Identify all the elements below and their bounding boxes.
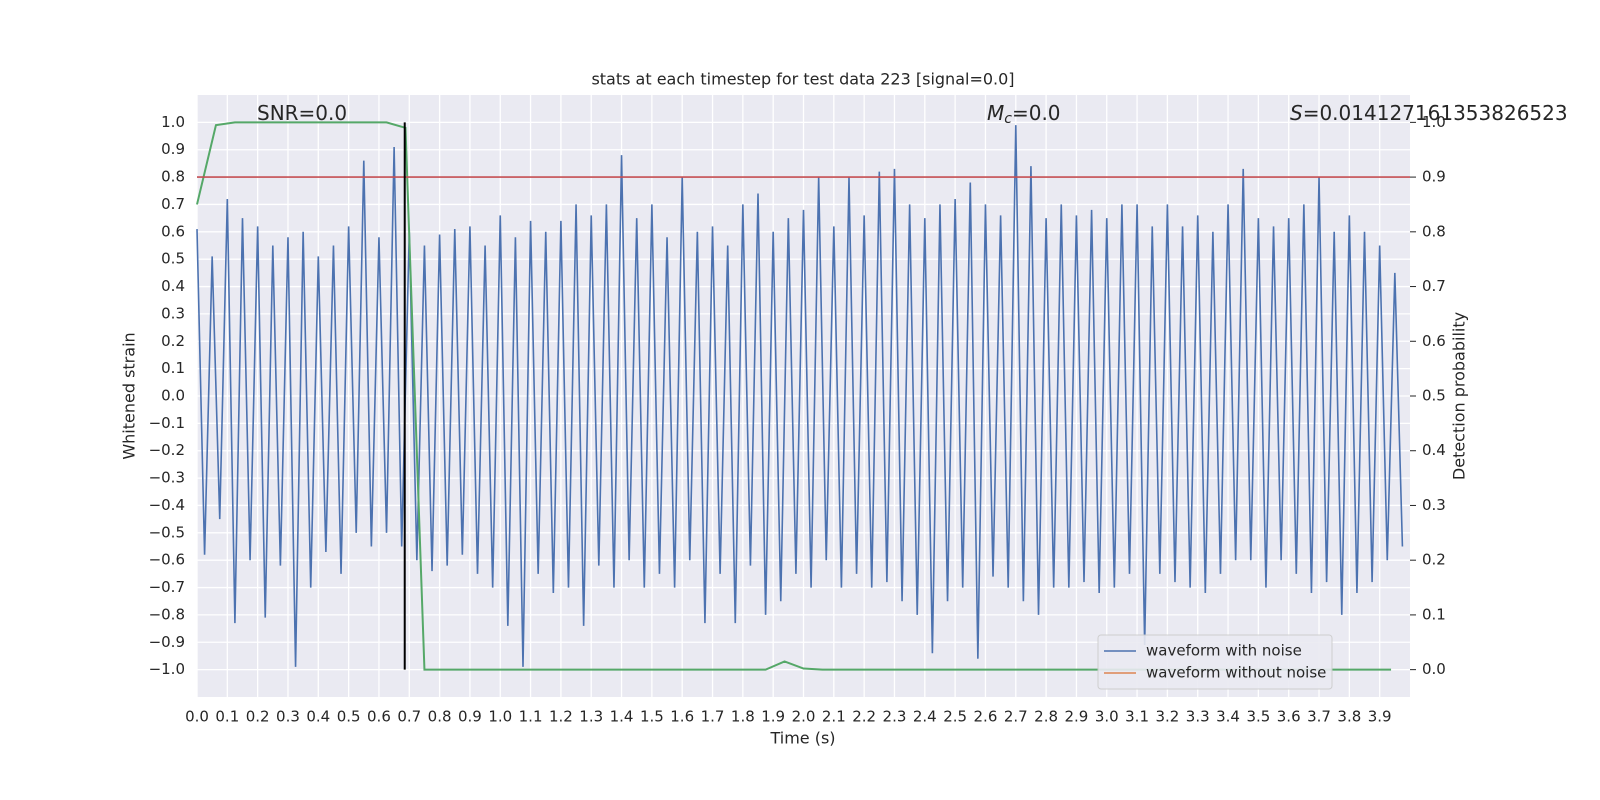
chart-title: stats at each timestep for test data 223… (591, 70, 1014, 89)
x-tick-label: 0.3 (276, 708, 300, 726)
x-tick-label: 1.8 (731, 708, 755, 726)
legend-box (1097, 634, 1333, 690)
y-tick-label: 0.4 (161, 277, 185, 295)
x-tick-label: 3.9 (1368, 708, 1392, 726)
y2-tick-label: 0.8 (1422, 222, 1446, 240)
x-tick-label: 0.9 (458, 708, 482, 726)
y-tick-label: −0.8 (149, 605, 185, 623)
annotation-text: =0.0 (1012, 101, 1061, 125)
x-tick-label: 2.5 (943, 708, 967, 726)
y-tick-label: 0.1 (161, 359, 185, 377)
y-tick-label: −0.1 (149, 414, 185, 432)
y-tick-label: 0.2 (161, 332, 185, 350)
y-tick-label: −0.2 (149, 441, 185, 459)
x-axis-label: Time (s) (769, 729, 835, 748)
y-tick-label: −0.7 (149, 578, 185, 596)
x-tick-label: 0.1 (215, 708, 239, 726)
y2-axis-label: Detection probability (1450, 312, 1469, 480)
y-tick-label: 0.9 (161, 140, 185, 158)
x-tick-label: 2.8 (1034, 708, 1058, 726)
y-tick-label: 0.6 (161, 222, 185, 240)
y-tick-label: −1.0 (149, 660, 185, 678)
y-tick-label: 0.0 (161, 387, 185, 405)
y2-tick-label: 0.6 (1422, 332, 1446, 350)
legend-label: waveform without noise (1146, 664, 1326, 682)
y2-tick-label: 0.0 (1422, 660, 1446, 678)
x-tick-label: 1.6 (670, 708, 694, 726)
x-tick-label: 2.2 (852, 708, 876, 726)
y2-tick-label: 0.4 (1422, 441, 1446, 459)
x-tick-label: 0.2 (246, 708, 270, 726)
y2-tick-label: 0.9 (1422, 168, 1446, 186)
y-tick-label: 1.0 (161, 113, 185, 131)
x-tick-label: 2.4 (913, 708, 937, 726)
annotation: SNR=0.0 (257, 101, 347, 125)
x-tick-label: 1.5 (640, 708, 664, 726)
x-tick-label: 1.7 (701, 708, 725, 726)
annotation: S=0.014127161353826523 (1290, 101, 1568, 125)
x-tick-label: 2.6 (974, 708, 998, 726)
x-tick-label: 2.7 (1004, 708, 1028, 726)
x-tick-label: 0.6 (367, 708, 391, 726)
y2-tick-label: 0.3 (1422, 496, 1446, 514)
x-tick-label: 2.9 (1064, 708, 1088, 726)
y-tick-label: −0.9 (149, 633, 185, 651)
x-tick-label: 2.3 (883, 708, 907, 726)
annotation-symbol: M (987, 101, 1004, 125)
annotation-text: SNR=0.0 (257, 101, 347, 125)
annotation: Mc=0.0 (987, 101, 1061, 128)
x-tick-label: 2.1 (822, 708, 846, 726)
y-tick-label: 0.7 (161, 195, 185, 213)
y-tick-label: −0.6 (149, 551, 185, 569)
x-tick-label: 3.6 (1277, 708, 1301, 726)
x-tick-label: 0.7 (397, 708, 421, 726)
x-tick-label: 1.9 (761, 708, 785, 726)
y-tick-label: −0.4 (149, 496, 185, 514)
x-tick-label: 0.8 (428, 708, 452, 726)
y2-tick-label: 1.0 (1422, 113, 1446, 131)
x-tick-label: 0.4 (306, 708, 330, 726)
x-tick-label: 1.0 (488, 708, 512, 726)
x-tick-label: 1.2 (549, 708, 573, 726)
x-tick-label: 1.1 (519, 708, 543, 726)
x-tick-label: 3.1 (1125, 708, 1149, 726)
y-axis-label: Whitened strain (120, 332, 139, 459)
annotation-subscript: c (1004, 111, 1012, 127)
series-line (196, 125, 1404, 667)
y-tick-label: −0.3 (149, 469, 185, 487)
x-tick-label: 3.4 (1216, 708, 1240, 726)
y-tick-label: 0.5 (161, 250, 185, 268)
x-tick-label: 3.3 (1186, 708, 1210, 726)
y-tick-label: 0.8 (161, 168, 185, 186)
x-tick-label: 3.0 (1095, 708, 1119, 726)
annotation-text: =0.014127161353826523 (1303, 101, 1568, 125)
annotation-symbol: S (1290, 101, 1303, 125)
x-tick-label: 1.4 (610, 708, 634, 726)
y2-tick-label: 0.7 (1422, 277, 1446, 295)
x-tick-label: 3.7 (1307, 708, 1331, 726)
y2-tick-label: 0.5 (1422, 387, 1446, 405)
y-tick-label: 0.3 (161, 304, 185, 322)
x-tick-label: 3.8 (1337, 708, 1361, 726)
y2-tick-label: 0.2 (1422, 551, 1446, 569)
y-tick-label: −0.5 (149, 523, 185, 541)
y2-tick-label: 0.1 (1422, 605, 1446, 623)
x-tick-label: 3.5 (1246, 708, 1270, 726)
x-tick-label: 0.0 (185, 708, 209, 726)
x-tick-label: 3.2 (1155, 708, 1179, 726)
x-tick-label: 0.5 (337, 708, 361, 726)
x-tick-label: 2.0 (792, 708, 816, 726)
legend-label: waveform with noise (1146, 642, 1302, 660)
x-tick-label: 1.3 (579, 708, 603, 726)
